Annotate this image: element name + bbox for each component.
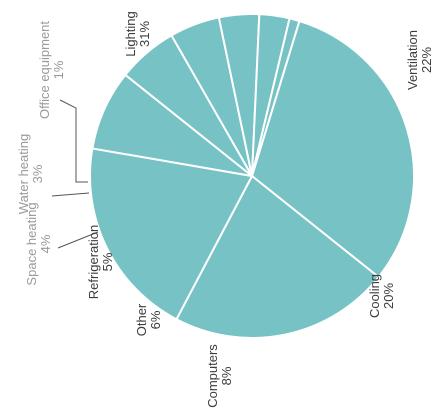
leader-lines xyxy=(51,99,99,249)
label-ventilation-value: 22% xyxy=(419,47,434,73)
label-cooling-value: 20% xyxy=(381,283,396,309)
label-space-heating-name: Space heating xyxy=(24,202,39,285)
label-water-heating-name: Water heating xyxy=(16,134,31,214)
label-office-equipment: Office equipment1% xyxy=(37,21,66,119)
label-computers-value: 8% xyxy=(219,366,234,385)
label-ventilation: Ventilation22% xyxy=(405,30,434,90)
leader-space-heating xyxy=(57,231,99,249)
slice-lighting xyxy=(250,19,415,279)
label-water-heating-value: 3% xyxy=(30,164,45,183)
slice-cooling xyxy=(89,147,254,321)
label-computers: Computers8% xyxy=(205,344,234,408)
leader-water-heating xyxy=(51,192,90,197)
label-other-value: 6% xyxy=(148,310,163,329)
label-refrigeration: Refrigeration5% xyxy=(86,225,115,299)
label-space-heating-value: 4% xyxy=(38,234,53,253)
label-lighting-name: Lighting xyxy=(123,11,138,57)
label-office-equipment-name: Office equipment xyxy=(37,21,52,119)
label-cooling-name: Cooling xyxy=(367,274,382,318)
label-refrigeration-value: 5% xyxy=(100,252,115,271)
label-computers-name: Computers xyxy=(205,344,220,408)
pie-slices xyxy=(89,13,415,339)
slice-office-equipment xyxy=(251,17,301,177)
leader-office-equipment xyxy=(59,99,88,183)
label-cooling: Cooling20% xyxy=(367,274,396,318)
label-lighting: Lighting31% xyxy=(123,11,152,57)
label-other-name: Other xyxy=(134,303,149,336)
label-other: Other6% xyxy=(134,303,163,336)
label-lighting-value: 31% xyxy=(137,21,152,47)
slice-ventilation xyxy=(175,174,381,339)
label-water-heating: Water heating3% xyxy=(16,134,45,214)
label-refrigeration-name: Refrigeration xyxy=(86,225,101,299)
label-space-heating: Space heating4% xyxy=(24,202,53,285)
slice-labels: Lighting31% Ventilation22% Cooling20% Compu… xyxy=(16,11,434,408)
label-office-equipment-value: 1% xyxy=(51,60,66,79)
label-ventilation-name: Ventilation xyxy=(405,30,420,90)
